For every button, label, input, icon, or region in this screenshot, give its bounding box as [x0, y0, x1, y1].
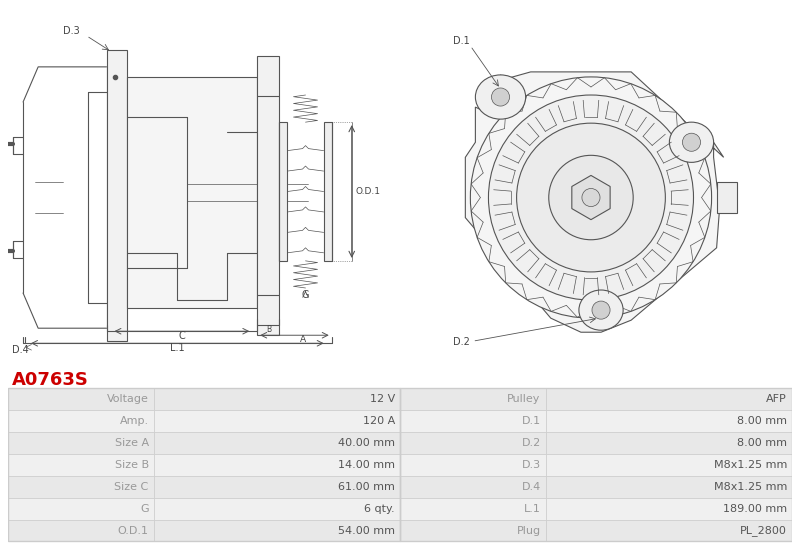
Bar	[546, 519, 792, 541]
Text: D.1: D.1	[454, 36, 470, 46]
Circle shape	[682, 133, 701, 151]
Text: 61.00 mm: 61.00 mm	[338, 482, 395, 492]
Bar	[8, 454, 154, 476]
Circle shape	[489, 95, 694, 300]
Bar	[8, 519, 154, 541]
Text: Voltage: Voltage	[107, 394, 149, 404]
Ellipse shape	[475, 75, 526, 119]
Text: A0763S: A0763S	[12, 371, 89, 389]
Bar	[8, 410, 154, 432]
Ellipse shape	[670, 122, 714, 162]
Bar	[154, 454, 400, 476]
Bar	[154, 519, 400, 541]
Text: 40.00 mm: 40.00 mm	[338, 438, 395, 448]
Text: D.2: D.2	[522, 438, 541, 448]
Text: Size B: Size B	[114, 460, 149, 470]
Polygon shape	[466, 72, 724, 332]
Bar	[546, 432, 792, 454]
Bar	[546, 476, 792, 498]
Text: 6 qty.: 6 qty.	[364, 504, 395, 513]
Polygon shape	[572, 175, 610, 220]
Text: Plug: Plug	[517, 526, 541, 536]
Circle shape	[592, 301, 610, 319]
Ellipse shape	[579, 290, 623, 330]
Bar	[8, 388, 400, 541]
Circle shape	[491, 88, 510, 106]
Text: 12 V: 12 V	[370, 394, 395, 404]
Bar	[8, 432, 154, 454]
Bar	[154, 476, 400, 498]
Bar	[154, 498, 400, 519]
Circle shape	[582, 189, 600, 206]
Text: Pulley: Pulley	[507, 394, 541, 404]
Text: L.1: L.1	[170, 343, 185, 353]
Text: 8.00 mm: 8.00 mm	[737, 438, 787, 448]
Bar	[400, 476, 546, 498]
Text: 54.00 mm: 54.00 mm	[338, 526, 395, 536]
Bar	[400, 388, 792, 541]
Text: M8x1.25 mm: M8x1.25 mm	[714, 460, 787, 470]
Circle shape	[470, 77, 711, 318]
Text: 14.00 mm: 14.00 mm	[338, 460, 395, 470]
Circle shape	[517, 123, 666, 272]
Text: 189.00 mm: 189.00 mm	[723, 504, 787, 513]
Bar	[400, 388, 546, 410]
Text: Amp.: Amp.	[119, 416, 149, 426]
Text: O.D.1: O.D.1	[356, 187, 381, 196]
Bar	[279, 122, 287, 261]
Text: D.3: D.3	[63, 26, 80, 36]
Bar	[400, 519, 546, 541]
Text: O.D.1: O.D.1	[118, 526, 149, 536]
Bar	[400, 454, 546, 476]
Text: L.1: L.1	[524, 504, 541, 513]
Text: 120 A: 120 A	[362, 416, 395, 426]
Bar	[154, 432, 400, 454]
Text: C: C	[178, 331, 186, 341]
Bar	[154, 410, 400, 432]
Bar	[8, 476, 154, 498]
Text: M8x1.25 mm: M8x1.25 mm	[714, 482, 787, 492]
Bar	[546, 388, 792, 410]
Text: D.4: D.4	[522, 482, 541, 492]
Bar	[546, 410, 792, 432]
Text: Size A: Size A	[114, 438, 149, 448]
Text: 8.00 mm: 8.00 mm	[737, 416, 787, 426]
Bar	[546, 498, 792, 519]
Bar	[400, 432, 546, 454]
Text: B: B	[266, 325, 271, 334]
Bar	[8, 498, 154, 519]
Bar	[400, 498, 546, 519]
Bar	[324, 122, 332, 261]
Bar	[126, 77, 258, 308]
Text: D.2: D.2	[454, 337, 470, 347]
Text: D.4: D.4	[12, 345, 29, 355]
Bar	[258, 56, 279, 335]
Bar	[8, 388, 154, 410]
Text: G: G	[302, 290, 310, 300]
Text: D.3: D.3	[522, 460, 541, 470]
Bar	[546, 454, 792, 476]
Bar	[154, 388, 400, 410]
Text: AFP: AFP	[766, 394, 787, 404]
Bar	[400, 410, 546, 432]
Text: Size C: Size C	[114, 482, 149, 492]
Bar	[106, 50, 126, 341]
Polygon shape	[717, 182, 737, 213]
Circle shape	[549, 155, 633, 240]
Text: G: G	[140, 504, 149, 513]
Text: PL_2800: PL_2800	[740, 525, 787, 536]
Text: A: A	[299, 335, 306, 344]
Text: D.1: D.1	[522, 416, 541, 426]
